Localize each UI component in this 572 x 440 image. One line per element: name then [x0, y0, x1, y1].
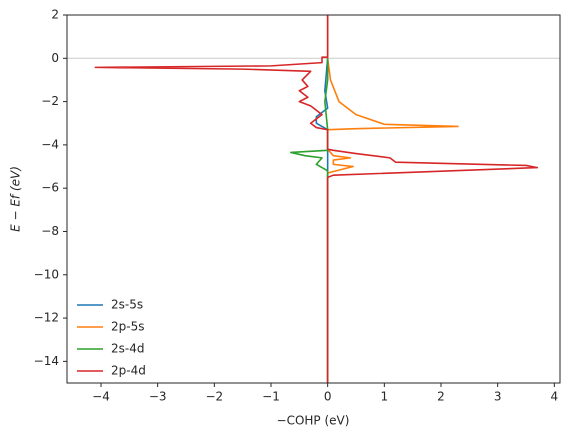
plot-frame: [66, 14, 561, 384]
y-tick-label: −14: [34, 354, 59, 368]
x-axis-label: −COHP (eV): [277, 414, 350, 428]
series-line: [290, 58, 329, 383]
y-tick-label: −12: [34, 311, 59, 325]
y-tick-label: −2: [41, 94, 59, 108]
y-tick-label: −8: [41, 224, 59, 238]
y-tick-label: −4: [41, 137, 59, 151]
legend-label: 2p-4d: [111, 364, 146, 378]
x-tick-label: 0: [324, 390, 332, 404]
x-tick-label: −3: [149, 390, 167, 404]
legend-label: 2s-4d: [111, 342, 144, 356]
x-tick-label: 3: [494, 390, 502, 404]
x-tick-label: −4: [92, 390, 110, 404]
x-tick-label: −1: [262, 390, 280, 404]
y-tick-label: 0: [51, 51, 59, 65]
series-line: [94, 15, 539, 383]
series-line: [326, 15, 459, 383]
x-tick-label: 4: [551, 390, 559, 404]
y-tick-label: 2: [51, 8, 59, 22]
legend-label: 2p-5s: [111, 320, 144, 334]
x-tick-label: −2: [205, 390, 223, 404]
y-tick-label: −6: [41, 181, 59, 195]
x-tick-label: 2: [437, 390, 445, 404]
y-axis-label: E − Ef (eV): [9, 166, 23, 232]
x-tick-label: 1: [381, 390, 389, 404]
y-tick-label: −10: [34, 267, 59, 281]
legend-label: 2s-5s: [111, 298, 143, 312]
